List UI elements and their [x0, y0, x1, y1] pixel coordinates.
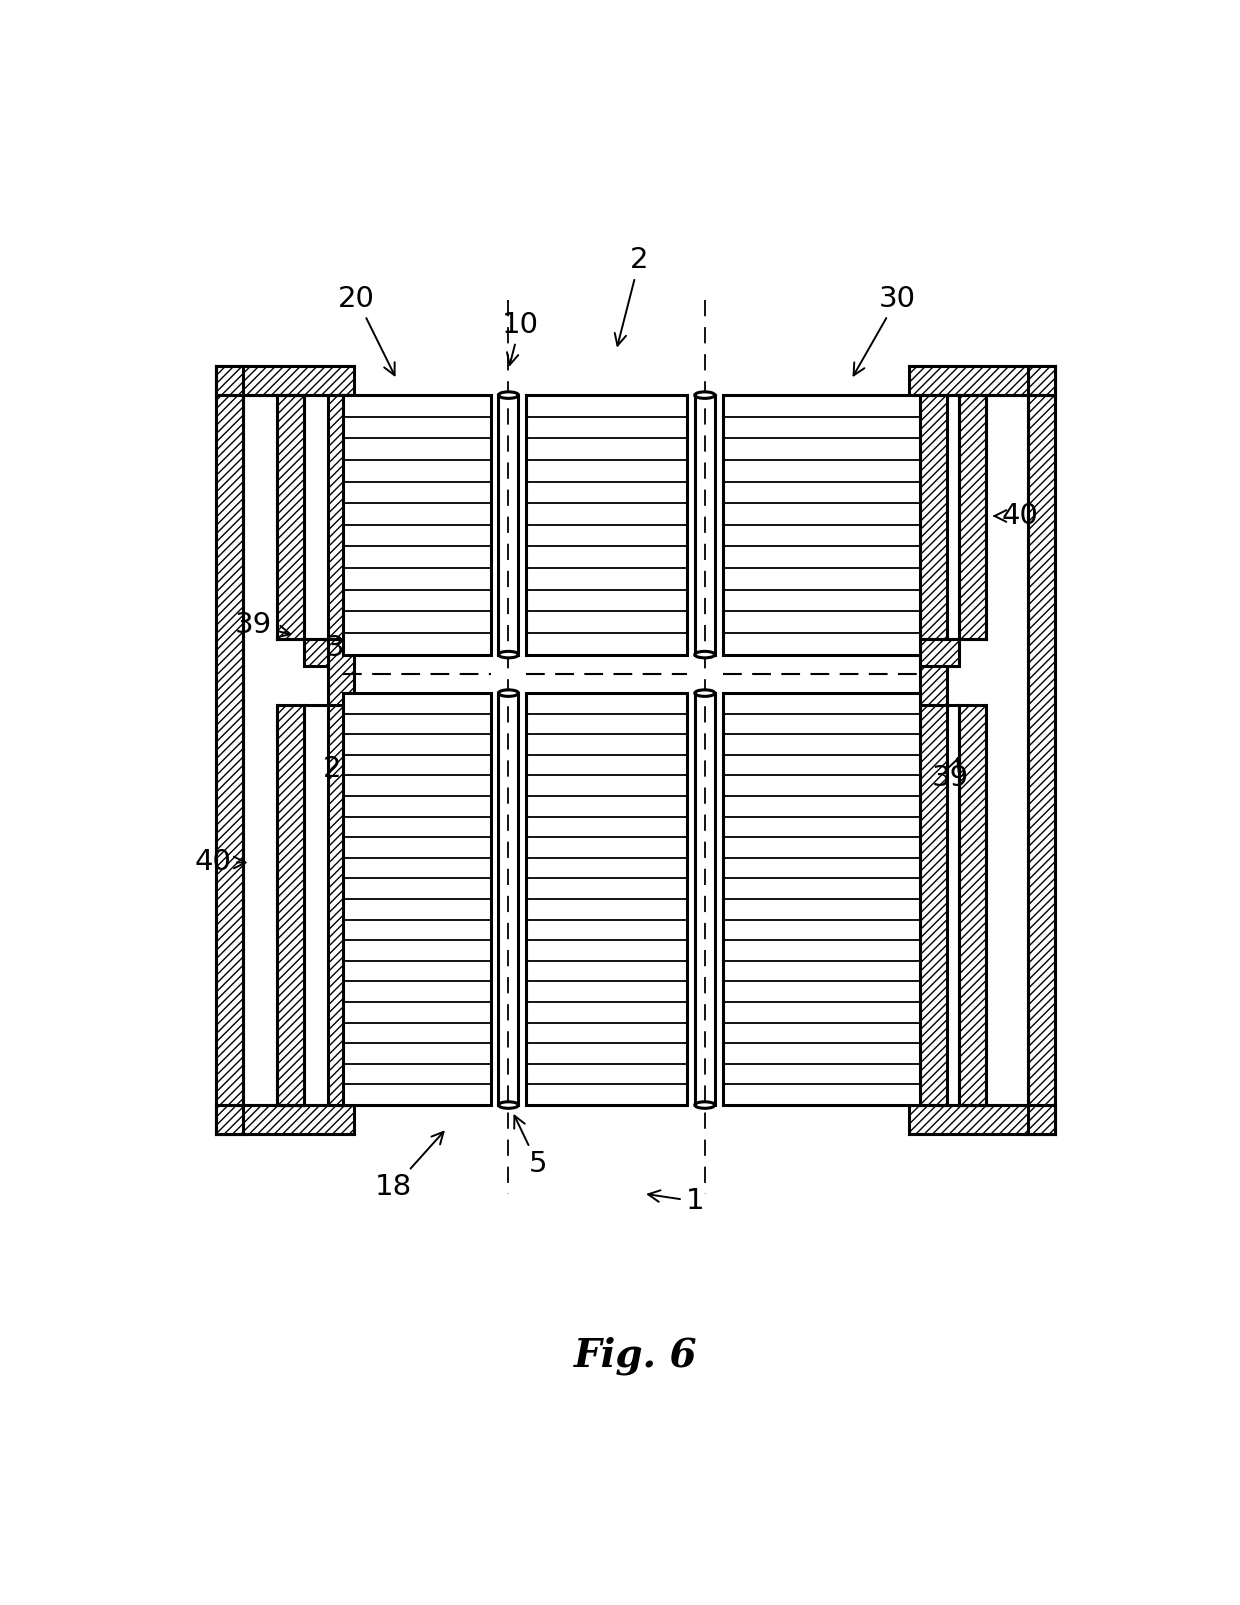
- Bar: [526, 395, 687, 655]
- Ellipse shape: [498, 1101, 518, 1109]
- Bar: [343, 395, 491, 655]
- Bar: [526, 693, 687, 1106]
- Bar: [723, 693, 920, 1106]
- Bar: [216, 366, 355, 395]
- Text: 22: 22: [322, 721, 365, 783]
- Text: 39: 39: [234, 612, 290, 639]
- Bar: [723, 395, 920, 655]
- Ellipse shape: [498, 392, 518, 398]
- Bar: [959, 395, 986, 639]
- Bar: [920, 639, 959, 666]
- Bar: [278, 705, 304, 1106]
- Text: 1: 1: [649, 1188, 704, 1215]
- Bar: [1028, 366, 1055, 1135]
- Bar: [909, 1106, 1055, 1135]
- Ellipse shape: [694, 690, 714, 697]
- Bar: [959, 705, 986, 1106]
- Ellipse shape: [694, 1101, 714, 1109]
- Bar: [327, 395, 355, 1106]
- Text: 20: 20: [339, 284, 394, 376]
- Bar: [216, 1106, 355, 1135]
- Text: 18: 18: [374, 1132, 444, 1202]
- Text: 39: 39: [932, 758, 970, 791]
- Ellipse shape: [498, 690, 518, 697]
- Text: 2: 2: [615, 246, 649, 345]
- Text: Fig. 6: Fig. 6: [574, 1335, 697, 1374]
- Bar: [920, 395, 947, 1106]
- Text: 34: 34: [326, 634, 363, 663]
- Text: 40: 40: [195, 849, 246, 876]
- Text: 5: 5: [515, 1115, 547, 1178]
- Ellipse shape: [694, 652, 714, 658]
- Ellipse shape: [498, 652, 518, 658]
- Bar: [216, 366, 243, 1135]
- Text: 10: 10: [501, 311, 538, 364]
- Bar: [343, 693, 491, 1106]
- Bar: [278, 395, 304, 639]
- Bar: [909, 366, 1055, 395]
- Text: 30: 30: [853, 284, 916, 376]
- Bar: [304, 639, 327, 666]
- Text: 40: 40: [994, 502, 1038, 530]
- Ellipse shape: [694, 392, 714, 398]
